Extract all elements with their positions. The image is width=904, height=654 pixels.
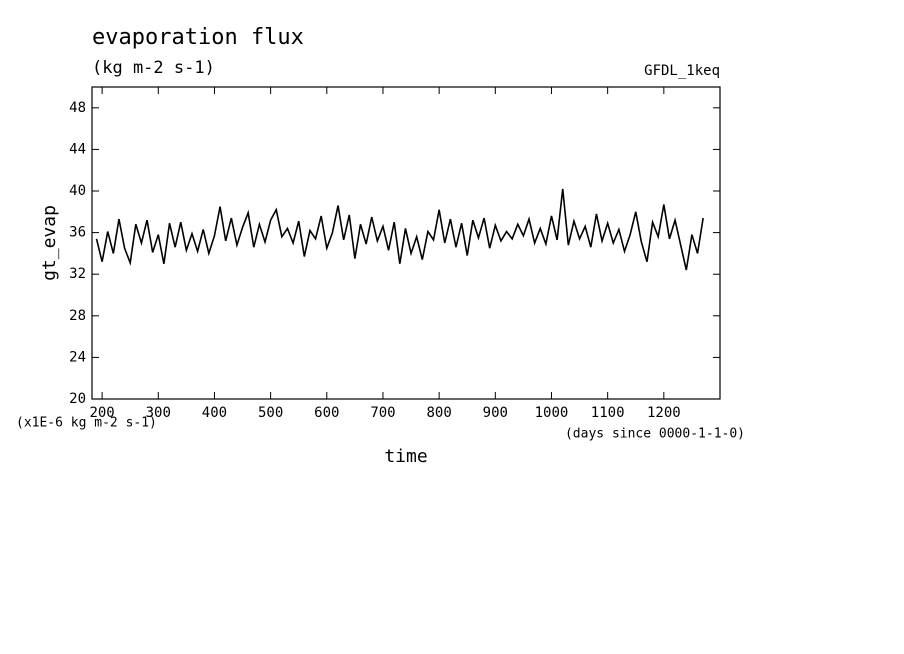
- y-tick-label: 20: [69, 391, 86, 407]
- data-line: [95, 188, 704, 271]
- x-tick-label: 800: [426, 405, 451, 421]
- y-tick-label: 48: [69, 100, 86, 116]
- x-tick-label: 600: [314, 405, 339, 421]
- dataset-label: GFDL_1keq: [644, 63, 720, 79]
- y-units: (x1E-6 kg m-2 s-1): [16, 416, 157, 431]
- y-tick-label: 40: [69, 183, 86, 199]
- subtitle: (kg m-2 s-1): [92, 58, 215, 78]
- y-tick-label: 32: [69, 266, 86, 282]
- y-tick-label: 44: [69, 141, 86, 157]
- x-tick-label: 1200: [647, 405, 681, 421]
- x-units: (days since 0000-1-1-0): [565, 427, 745, 442]
- y-tick-label: 24: [69, 349, 86, 365]
- chart-title: evaporation flux: [92, 25, 304, 50]
- x-tick-label: 1000: [535, 405, 569, 421]
- plot-frame: [91, 86, 721, 400]
- x-tick-label: 500: [258, 405, 283, 421]
- y-tick-label: 28: [69, 308, 86, 324]
- x-tick-label: 900: [483, 405, 508, 421]
- x-tick-label: 1100: [591, 405, 625, 421]
- x-tick-label: 700: [370, 405, 395, 421]
- x-tick-label: 400: [202, 405, 227, 421]
- x-axis-label: time: [384, 446, 427, 467]
- x-tick-label: 300: [146, 405, 171, 421]
- y-axis-label: gt_evap: [39, 205, 60, 281]
- x-tick-label: 200: [89, 405, 114, 421]
- y-tick-label: 36: [69, 225, 86, 241]
